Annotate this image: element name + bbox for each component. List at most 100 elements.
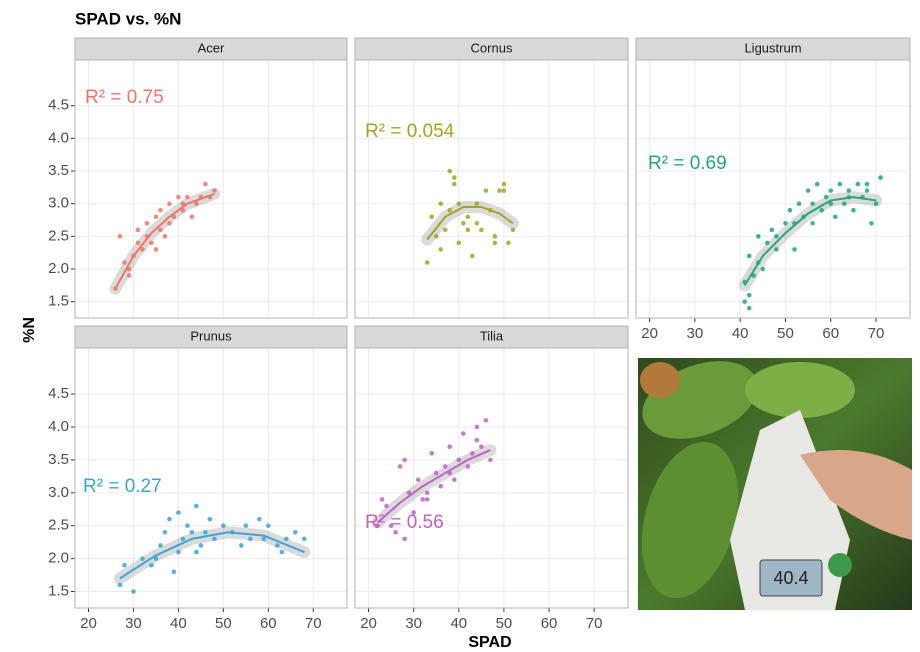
point [824,195,829,200]
point [819,208,824,213]
point [167,221,172,226]
point [172,569,177,574]
y-tick-label: 2.0 [48,550,69,567]
x-tick-label: 20 [360,615,377,632]
r-squared: R² = 0.054 [365,121,455,142]
point [761,267,766,272]
x-tick-label: 20 [641,325,658,342]
point [493,234,498,239]
point [447,208,452,213]
point [865,182,870,187]
point [398,464,403,469]
y-tick-label: 4.0 [48,418,69,435]
point [502,182,507,187]
point [810,201,815,206]
point [484,188,489,193]
point [212,537,217,542]
photo: 40.4 [626,347,912,610]
chart: SPAD vs. %N SPAD %N Acer1.52.02.53.03.54… [0,0,920,652]
x-tick-label: 70 [586,615,603,632]
point [497,188,502,193]
point [838,182,843,187]
point [181,537,186,542]
y-tick-label: 3.0 [48,195,69,212]
point [461,431,466,436]
point [810,221,815,226]
point [475,201,480,206]
point [456,241,461,246]
point [502,188,507,193]
x-tick-label: 30 [687,325,704,342]
x-tick-label: 60 [541,615,558,632]
point [774,234,779,239]
point [466,228,471,233]
point [199,543,204,548]
point [466,214,471,219]
point [806,188,811,193]
point [429,451,434,456]
point [167,201,172,206]
point [479,228,484,233]
point [163,530,168,535]
point [208,517,213,522]
point [140,556,145,561]
point [797,201,802,206]
point [847,188,852,193]
point [466,464,471,469]
x-tick-label: 50 [496,615,513,632]
point [176,510,181,515]
point [747,306,752,311]
point [747,293,752,298]
point [842,201,847,206]
point [275,543,280,548]
point [380,497,385,502]
y-tick-label: 4.5 [48,385,69,402]
point [878,175,883,180]
point [452,175,457,180]
meter-button [828,553,852,577]
r-squared: R² = 0.69 [648,153,727,174]
point [475,425,480,430]
point [452,182,457,187]
x-tick-label: 40 [732,325,749,342]
point [434,234,439,239]
point [248,537,253,542]
x-tick-label: 20 [80,615,97,632]
point [167,517,172,522]
panel-background [355,60,628,318]
point [456,458,461,463]
point [506,241,511,246]
x-tick-label: 60 [822,325,839,342]
point [833,214,838,219]
strip-label: Cornus [471,40,513,55]
point [284,537,289,542]
y-tick-label: 2.5 [48,517,69,534]
point [475,221,480,226]
point [158,543,163,548]
r-squared: R² = 0.75 [85,87,164,108]
point [302,537,307,542]
point [221,523,226,528]
point [511,228,516,233]
point [194,504,199,509]
y-tick-label: 2.5 [48,227,69,244]
panel-background [355,348,628,608]
point [865,188,870,193]
point [194,201,199,206]
point [828,188,833,193]
point [425,491,430,496]
strip-label: Prunus [190,328,232,343]
point [484,418,489,423]
strip-label: Acer [198,40,225,55]
point [402,458,407,463]
point [470,254,475,259]
point [452,477,457,482]
y-tick-label: 4.0 [48,129,69,146]
point [856,182,861,187]
r-squared: R² = 0.56 [365,512,444,533]
point [747,254,752,259]
point [774,247,779,252]
leaf [745,362,855,418]
point [131,589,136,594]
point [280,550,285,555]
